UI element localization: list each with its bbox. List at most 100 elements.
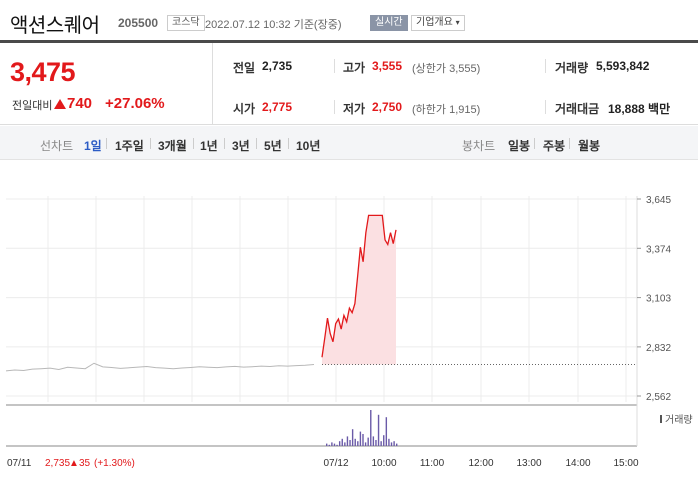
- y-tick-label: 3,103: [646, 294, 671, 305]
- prev-summary: 07/11 2,735 ▲ 35 (+1.30%): [7, 458, 135, 469]
- volume-bar: [388, 438, 390, 446]
- arrow-up-icon: ▲: [69, 458, 79, 469]
- tab-separator: [224, 138, 225, 149]
- prev-close-label: 전일: [233, 61, 256, 75]
- volume-bar: [344, 442, 346, 446]
- volume-bar: [336, 444, 338, 446]
- volume-bar: [338, 441, 341, 446]
- volume-bar: [385, 417, 388, 446]
- quote-timestamp: 2022.07.12 10:32 기준(장중): [205, 19, 342, 31]
- high-value: 3,555: [372, 59, 403, 73]
- y-axis-ticks: 3,645 3,374 3,103 2,832 2,562: [637, 195, 671, 403]
- volume-bar: [349, 440, 351, 446]
- high-label: 고가: [343, 61, 366, 75]
- x-axis-ticks: 07/12 10:00 11:00 12:00 13:00 14:00 15:00: [323, 458, 638, 469]
- y-tick-label: 2,832: [646, 343, 671, 354]
- x-tick-label: 11:00: [420, 458, 445, 469]
- chart-grid: [6, 196, 638, 447]
- prev-summary-close: 2,735: [45, 458, 70, 469]
- stock-name: 액션스퀘어: [10, 15, 100, 37]
- tab-3month[interactable]: 3개월: [158, 139, 187, 153]
- volume-bar: [351, 429, 354, 446]
- quote-separator: [334, 100, 335, 114]
- stock-code: 205500: [118, 16, 159, 30]
- volume-label: 거래량: [555, 61, 589, 75]
- tab-separator: [569, 138, 570, 149]
- tab-10year[interactable]: 10년: [296, 139, 321, 153]
- low-value: 2,750: [372, 100, 403, 114]
- volume-bar: [375, 440, 377, 446]
- y-tick-label: 3,374: [646, 244, 671, 255]
- prev-summary-date: 07/11: [7, 458, 32, 469]
- volume-bar: [354, 438, 356, 446]
- amount-label: 거래대금: [555, 102, 600, 116]
- quote-panel: 3,475 전일대비 740 +27.06% 전일 2,735 고가 3,555…: [0, 43, 698, 125]
- tab-weekly-candle[interactable]: 주봉: [543, 139, 566, 153]
- volume-bar: [390, 442, 393, 446]
- tab-1week[interactable]: 1주일: [115, 139, 144, 153]
- x-tick-label: 14:00: [565, 458, 590, 469]
- volume-bar: [341, 438, 343, 446]
- quote-separator: [545, 59, 546, 73]
- volume-bar: [372, 436, 375, 446]
- tab-1day[interactable]: 1일: [84, 139, 102, 153]
- price-chart: 3,645 3,374 3,103 2,832 2,562 07/12 10:00 11:0…: [5, 195, 693, 469]
- volume-bar: [383, 435, 385, 446]
- volume-bar: [328, 444, 330, 446]
- volume-legend-label: 거래량: [665, 414, 693, 426]
- current-price-box: 3,475 전일대비 740 +27.06%: [0, 43, 213, 125]
- x-tick-label: 13:00: [516, 458, 541, 469]
- candle-chart-title: 봉차트: [462, 139, 496, 153]
- header-divider: [0, 40, 698, 43]
- amount-value: 18,888 백만: [608, 102, 671, 116]
- lower-limit: (하한가 1,915): [412, 104, 481, 116]
- volume-bar: [357, 441, 359, 446]
- volume-bar: [393, 441, 395, 446]
- line-chart-title: 선차트: [40, 139, 74, 153]
- tab-separator: [288, 138, 289, 149]
- open-label: 시가: [233, 102, 256, 116]
- prev-summary-pct: (+1.30%): [94, 458, 135, 469]
- x-tick-label: 12:00: [468, 458, 493, 469]
- company-info-button[interactable]: 기업개요 ▾: [411, 15, 465, 31]
- tab-5year[interactable]: 5년: [264, 139, 282, 153]
- tab-1year[interactable]: 1년: [200, 139, 218, 153]
- x-tick-label: 07/12: [323, 458, 348, 469]
- volume-bar: [326, 443, 328, 446]
- volume-bar: [331, 442, 333, 446]
- change-value: 740: [67, 95, 93, 112]
- tab-separator: [256, 138, 257, 149]
- realtime-button[interactable]: 실시간: [370, 15, 408, 31]
- volume-bar: [396, 443, 398, 446]
- y-tick-label: 2,562: [646, 392, 671, 403]
- arrow-up-icon: [54, 99, 66, 109]
- x-tick-label: 15:00: [613, 458, 638, 469]
- volume-layer: [326, 410, 398, 446]
- chart-line-layer: [5, 214, 637, 372]
- volume-value: 5,593,842: [596, 59, 650, 73]
- volume-bar: [380, 441, 382, 446]
- tab-separator: [106, 138, 107, 149]
- tab-monthly-candle[interactable]: 월봉: [578, 139, 601, 153]
- today-price-line: [321, 214, 397, 358]
- y-tick-label: 3,645: [646, 195, 671, 206]
- upper-limit: (상한가 3,555): [412, 63, 481, 75]
- low-label: 저가: [343, 102, 366, 116]
- quote-separator: [334, 59, 335, 73]
- volume-bar: [377, 414, 380, 446]
- tab-3year[interactable]: 3년: [232, 139, 250, 153]
- tab-daily-candle[interactable]: 일봉: [508, 139, 531, 153]
- company-info-label: 기업개요: [416, 17, 453, 28]
- volume-legend-swatch: [660, 415, 662, 423]
- chart-period-tabs: 선차트 1일 1주일 3개월 1년 3년 5년 10년 봉차트 일봉 주봉 월봉: [0, 126, 698, 160]
- tab-separator: [193, 138, 194, 149]
- prev-summary-change: 35: [79, 458, 91, 469]
- quote-separator: [545, 100, 546, 114]
- current-price: 3,475: [10, 57, 76, 87]
- volume-bar: [367, 437, 369, 446]
- previous-day-line: [5, 362, 315, 372]
- change-label: 전일대비: [12, 100, 53, 112]
- volume-legend: 거래량: [660, 414, 693, 426]
- market-badge: 코스닥: [167, 15, 205, 31]
- volume-bar: [370, 410, 372, 446]
